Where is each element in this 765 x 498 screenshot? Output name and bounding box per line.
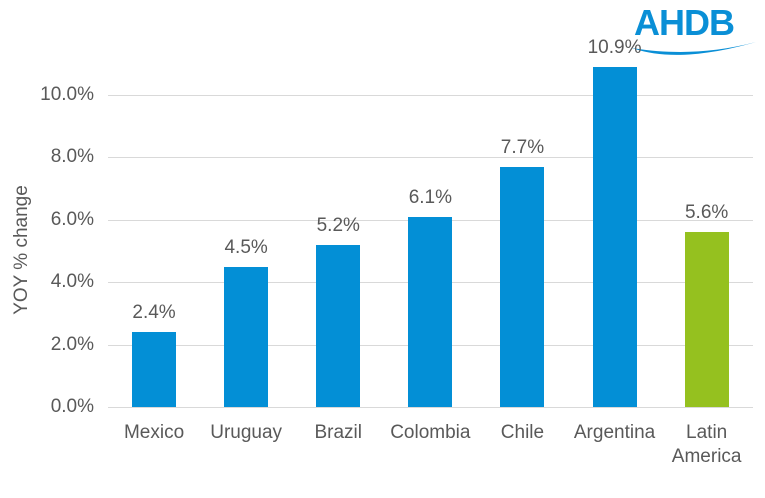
bar-brazil	[316, 244, 361, 407]
x-tick-label: Uruguay	[210, 422, 283, 443]
data-label: 7.7%	[500, 136, 545, 158]
data-label: 6.1%	[408, 186, 452, 208]
data-label: 10.9%	[587, 36, 642, 58]
y-tick-label: 4.0%	[50, 271, 94, 293]
gridline	[108, 95, 753, 96]
x-axis-line	[108, 407, 753, 408]
x-tick-label: Chile	[500, 422, 545, 443]
data-label: 2.4%	[132, 302, 176, 324]
bar-mexico	[132, 332, 177, 407]
data-label: 4.5%	[224, 236, 268, 258]
y-tick-label: 2.0%	[50, 333, 94, 355]
bar-latin-america	[684, 232, 729, 407]
x-tick-label: Mexico	[123, 422, 185, 443]
bar-argentina	[592, 66, 637, 407]
x-tick-label: Brazil	[314, 422, 362, 443]
bar-chile	[500, 166, 545, 407]
gridline	[108, 157, 753, 159]
ahdb-logo: AHDB	[630, 2, 760, 56]
y-axis-title: YOY % change	[11, 185, 32, 315]
y-tick-label: 0.0%	[50, 396, 94, 417]
logo-text: AHDB	[634, 2, 735, 43]
y-tick-label: 8.0%	[50, 146, 94, 168]
bar-uruguay	[224, 266, 269, 407]
data-label: 5.2%	[316, 214, 360, 236]
y-tick-label: 10.0%	[40, 84, 94, 105]
logo-wave-icon	[632, 42, 756, 55]
x-tick-label: Colombia	[390, 422, 471, 443]
y-tick-label: 6.0%	[50, 208, 94, 230]
x-tick-label: Argentina	[573, 422, 656, 443]
x-tick-label: Latin America	[671, 422, 742, 467]
bar-colombia	[408, 216, 453, 407]
data-label: 5.6%	[684, 202, 729, 224]
